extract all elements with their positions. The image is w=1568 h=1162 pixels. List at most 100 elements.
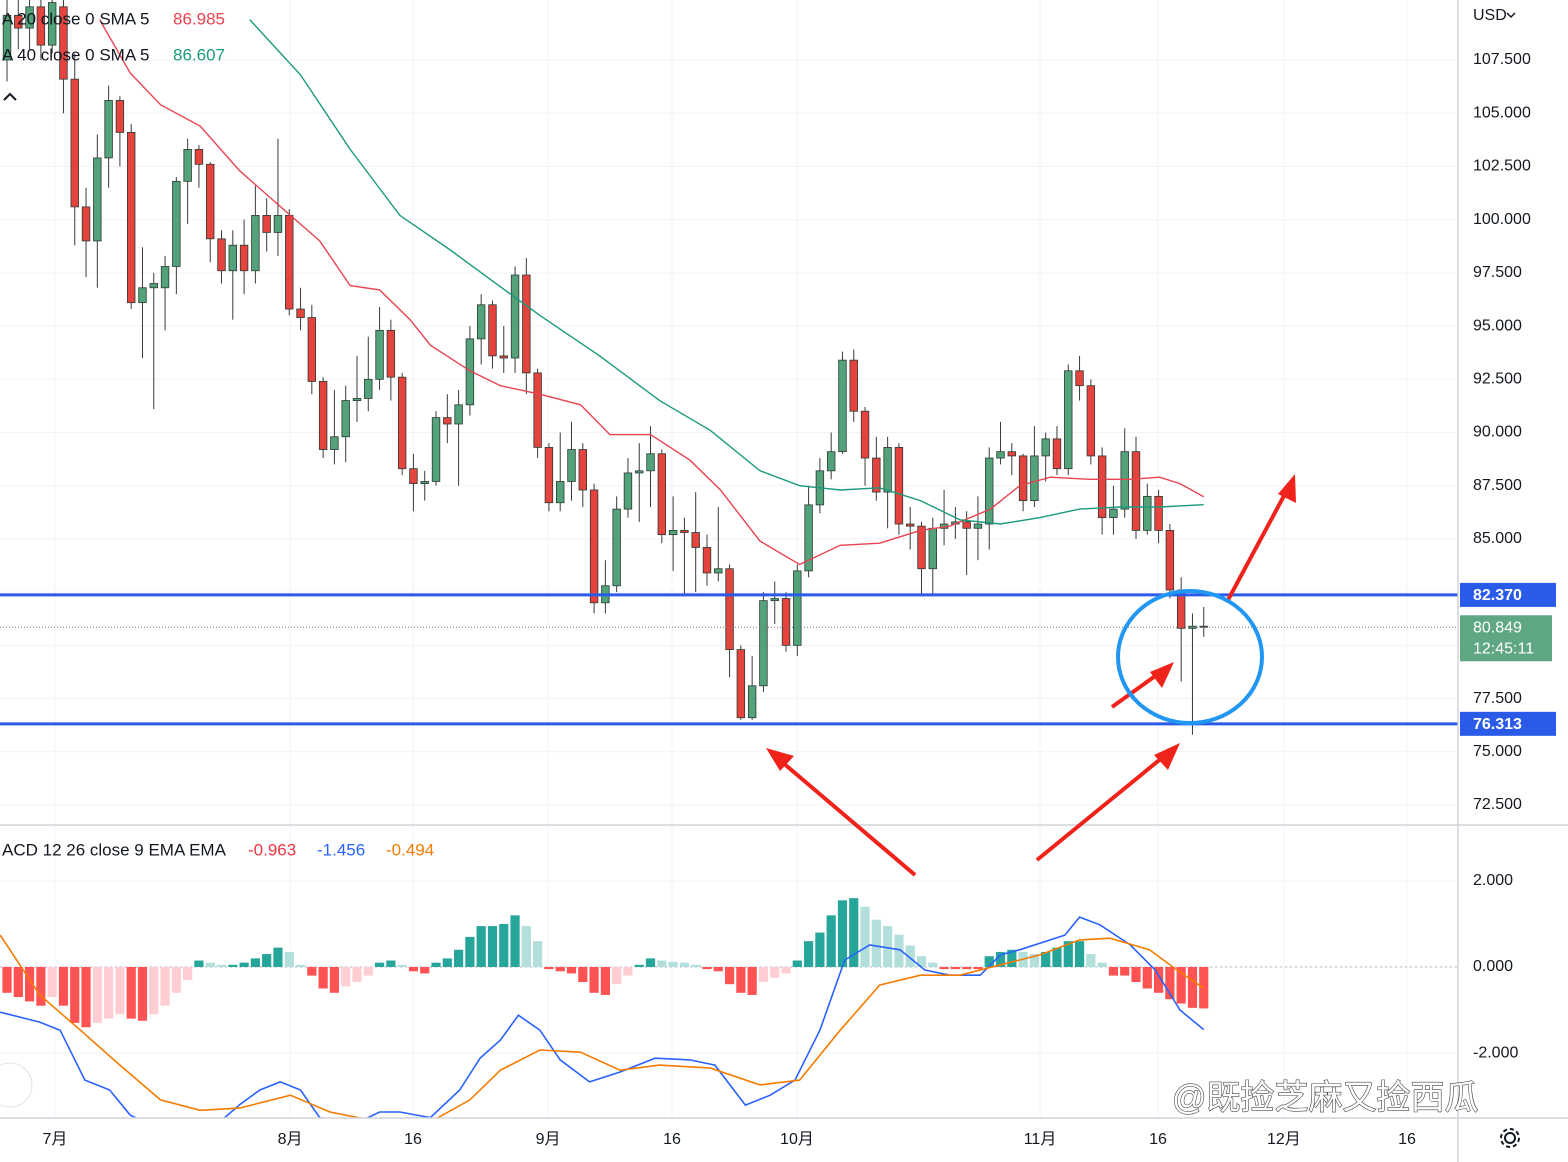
- candle-body: [81, 206, 91, 242]
- candle-body: [149, 283, 158, 289]
- y-tick-label: 92.500: [1473, 371, 1522, 388]
- candle-body: [273, 215, 283, 233]
- histogram-bar: [92, 966, 102, 1023]
- last-price-badge: [1460, 615, 1552, 662]
- histogram-bar: [973, 966, 983, 970]
- y-tick-label: 102.500: [1473, 158, 1531, 175]
- candle-body: [747, 685, 757, 719]
- candle-body: [115, 100, 125, 133]
- collapse-button[interactable]: [3, 92, 17, 101]
- histogram-bar: [329, 966, 340, 993]
- legend-value: -0.494: [386, 840, 434, 859]
- histogram-bar: [205, 962, 215, 967]
- histogram-bar: [1120, 966, 1130, 976]
- level-label: 76.313: [1473, 716, 1522, 733]
- x-tick-label: 12月: [1267, 1131, 1301, 1148]
- histogram-bar: [420, 966, 430, 974]
- candle-body: [239, 244, 249, 272]
- level-badge: [1460, 582, 1556, 607]
- candle-body: [556, 481, 565, 504]
- histogram-bar: [239, 962, 249, 967]
- histogram-bar: [250, 958, 260, 967]
- y-tick-label: 75.000: [1473, 743, 1522, 760]
- histogram-bar: [1097, 962, 1107, 967]
- histogram-bar: [815, 932, 825, 967]
- candle-body: [1143, 495, 1152, 531]
- sma-line: [98, 19, 1205, 566]
- legend-value: 86.607: [173, 45, 225, 64]
- histogram-bar: [1041, 951, 1051, 967]
- candle-body: [1064, 370, 1073, 470]
- histogram-bar: [600, 966, 610, 995]
- histogram-bar: [273, 947, 283, 967]
- candle-body: [1018, 455, 1028, 502]
- candle-body: [194, 149, 204, 165]
- candle-body: [623, 472, 633, 510]
- histogram-bar: [894, 934, 904, 967]
- histogram-bar: [228, 964, 238, 967]
- histogram-bar: [950, 966, 960, 970]
- histogram-bar: [939, 966, 949, 970]
- watermark: @既捡芝麻又捡西瓜: [1172, 1079, 1479, 1117]
- candle-body: [589, 489, 599, 604]
- histogram-bar: [183, 966, 193, 980]
- histogram-bar: [397, 964, 407, 967]
- histogram-bar: [431, 962, 441, 967]
- candle-body: [499, 355, 508, 359]
- histogram-bar: [442, 958, 452, 967]
- legend-name: A 40 close 0 SMA 5: [2, 45, 149, 64]
- candle-body: [217, 238, 226, 272]
- candle-body: [1165, 530, 1175, 591]
- legend-name: A 20 close 0 SMA 5: [2, 9, 149, 28]
- currency-label[interactable]: USD: [1473, 7, 1507, 24]
- histogram-bar: [2, 966, 12, 993]
- candle-body: [93, 157, 102, 242]
- histogram-bar: [837, 900, 848, 967]
- histogram-bar: [499, 923, 509, 967]
- y-tick-label: 90.000: [1473, 424, 1522, 441]
- candle-body: [646, 453, 655, 472]
- histogram-bar: [826, 915, 836, 967]
- candle-body: [59, 6, 68, 80]
- candle-body: [736, 649, 746, 719]
- candle-body: [251, 215, 260, 272]
- histogram-bar: [1063, 941, 1073, 967]
- histogram-bar: [736, 966, 746, 993]
- macd-line: [0, 916, 1205, 1118]
- currency-dropdown[interactable]: [1506, 12, 1516, 19]
- histogram-bar: [70, 966, 80, 1023]
- histogram-bar: [995, 951, 1006, 967]
- histogram-bar: [555, 966, 565, 972]
- histogram-bar: [36, 966, 46, 1006]
- histogram-bar: [792, 960, 802, 967]
- candle-body: [635, 470, 644, 474]
- candle-body: [928, 527, 937, 570]
- histogram-bar: [1165, 966, 1175, 1000]
- histogram-bar: [24, 966, 35, 1002]
- candle-body: [578, 449, 587, 491]
- candle-body: [2, 14, 12, 61]
- histogram-bar: [781, 966, 791, 974]
- candle-body: [296, 308, 305, 318]
- last-price-label: 80.849: [1473, 620, 1522, 637]
- candle-body: [510, 274, 520, 359]
- legend-value: 86.985: [173, 9, 225, 28]
- y-tick-label: 105.000: [1473, 104, 1531, 121]
- candle-body: [962, 521, 971, 529]
- candle-body: [612, 508, 621, 587]
- histogram-bar: [262, 954, 272, 967]
- histogram-bar: [657, 960, 667, 967]
- candle-body: [465, 338, 475, 406]
- candle-body: [894, 447, 904, 525]
- y-tick-label: 0.000: [1473, 958, 1513, 975]
- candle-body: [431, 417, 441, 482]
- histogram-bar: [860, 906, 870, 967]
- candle-body: [1131, 451, 1141, 531]
- histogram-bar: [905, 945, 915, 967]
- settings-icon[interactable]: [1500, 1128, 1520, 1148]
- histogram-bar: [194, 960, 204, 967]
- histogram-bar: [1153, 966, 1164, 993]
- candle-body: [657, 453, 667, 536]
- histogram-bar: [1052, 947, 1062, 967]
- candle-body: [307, 317, 317, 382]
